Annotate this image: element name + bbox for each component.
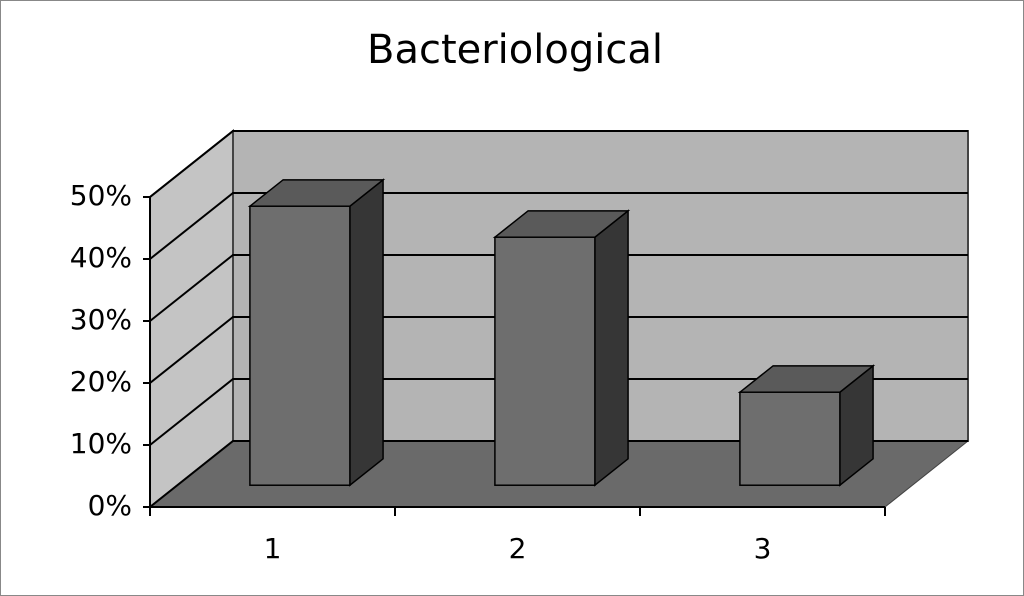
bar-side — [349, 178, 384, 487]
grid-line — [149, 192, 968, 260]
y-tick-label: 20% — [70, 365, 132, 398]
grid-line — [149, 316, 968, 384]
x-tick-label: 1 — [264, 532, 282, 565]
bar — [739, 391, 841, 486]
grid-line — [149, 254, 968, 322]
bar — [249, 205, 351, 486]
bar — [494, 236, 596, 486]
bar-side — [594, 209, 629, 487]
chart-title: Bacteriological — [367, 27, 663, 73]
y-tick-label: 30% — [70, 303, 132, 336]
x-tick-label: 2 — [509, 532, 527, 565]
grid-line — [149, 378, 968, 446]
y-tick-label: 0% — [88, 489, 132, 522]
y-tick-label: 50% — [70, 179, 132, 212]
x-tick-label: 3 — [754, 532, 772, 565]
y-tick-label: 40% — [70, 241, 132, 274]
y-tick-label: 10% — [70, 427, 132, 460]
grid-line — [149, 440, 968, 508]
grid-line — [149, 130, 968, 198]
